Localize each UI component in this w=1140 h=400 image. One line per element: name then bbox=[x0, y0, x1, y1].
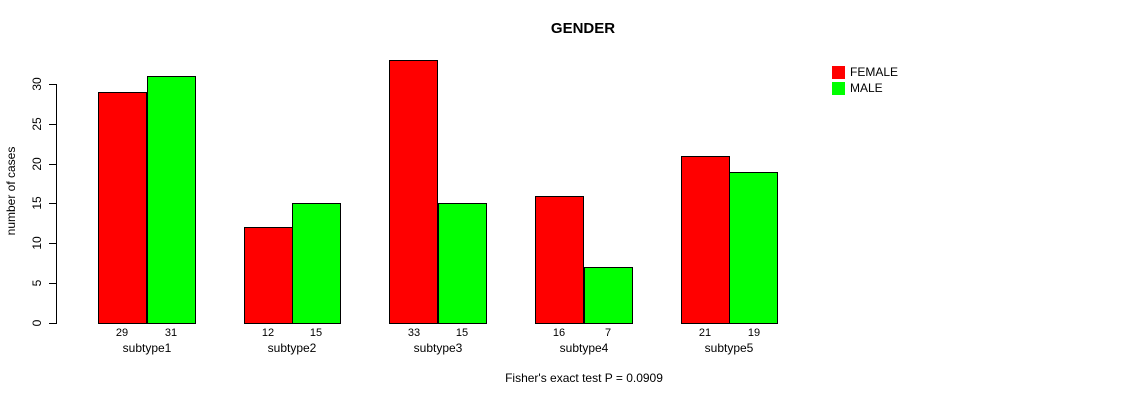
y-tick-label: 10 bbox=[30, 236, 44, 250]
bar-value-label: 21 bbox=[698, 327, 712, 339]
bar-male-subtype2 bbox=[292, 203, 341, 324]
y-tick-label: 30 bbox=[30, 77, 44, 91]
legend-item-female: FEMALE bbox=[832, 64, 898, 80]
y-tick-mark bbox=[49, 84, 56, 85]
x-category-label-subtype3: subtype3 bbox=[413, 341, 463, 355]
y-tick-mark bbox=[49, 283, 56, 284]
legend-label: FEMALE bbox=[850, 65, 899, 79]
y-tick-mark bbox=[49, 323, 56, 324]
legend-swatch-female bbox=[832, 65, 845, 79]
bar-value-label: 31 bbox=[164, 327, 178, 339]
bar-female-subtype1 bbox=[98, 92, 147, 324]
y-tick-mark bbox=[49, 203, 56, 204]
caption: Fisher's exact test P = 0.0909 bbox=[505, 371, 663, 385]
y-tick-mark bbox=[49, 243, 56, 244]
y-axis-line bbox=[56, 84, 57, 324]
bar-male-subtype3 bbox=[438, 203, 487, 324]
bar-male-subtype5 bbox=[729, 172, 778, 324]
x-category-label-subtype2: subtype2 bbox=[267, 341, 317, 355]
bar-value-label: 12 bbox=[261, 327, 275, 339]
legend-label: MALE bbox=[850, 81, 883, 95]
y-tick-label: 0 bbox=[30, 319, 44, 327]
legend-swatch-male bbox=[832, 81, 845, 95]
bar-female-subtype3 bbox=[389, 60, 438, 324]
legend: FEMALE MALE bbox=[832, 64, 898, 96]
y-axis-label: number of cases bbox=[4, 146, 18, 236]
bar-value-label: 19 bbox=[747, 327, 761, 339]
bar-value-label: 16 bbox=[552, 327, 566, 339]
bar-female-subtype5 bbox=[681, 156, 730, 324]
bar-value-label: 33 bbox=[407, 327, 421, 339]
bar-female-subtype2 bbox=[244, 227, 293, 324]
bar-value-label: 15 bbox=[309, 327, 323, 339]
x-category-label-subtype1: subtype1 bbox=[122, 341, 172, 355]
x-category-label-subtype4: subtype4 bbox=[559, 341, 609, 355]
chart-title: GENDER bbox=[550, 20, 616, 37]
legend-item-male: MALE bbox=[832, 80, 898, 96]
y-tick-label: 5 bbox=[30, 279, 44, 287]
y-tick-mark bbox=[49, 164, 56, 165]
bar-value-label: 7 bbox=[604, 327, 612, 339]
bar-value-label: 15 bbox=[455, 327, 469, 339]
y-tick-mark bbox=[49, 124, 56, 125]
bar-male-subtype4 bbox=[584, 267, 633, 324]
x-category-label-subtype5: subtype5 bbox=[704, 341, 754, 355]
y-tick-label: 25 bbox=[30, 117, 44, 131]
y-tick-label: 15 bbox=[30, 196, 44, 210]
y-tick-label: 20 bbox=[30, 157, 44, 171]
bar-male-subtype1 bbox=[147, 76, 196, 324]
bar-female-subtype4 bbox=[535, 196, 584, 324]
bar-value-label: 29 bbox=[115, 327, 129, 339]
